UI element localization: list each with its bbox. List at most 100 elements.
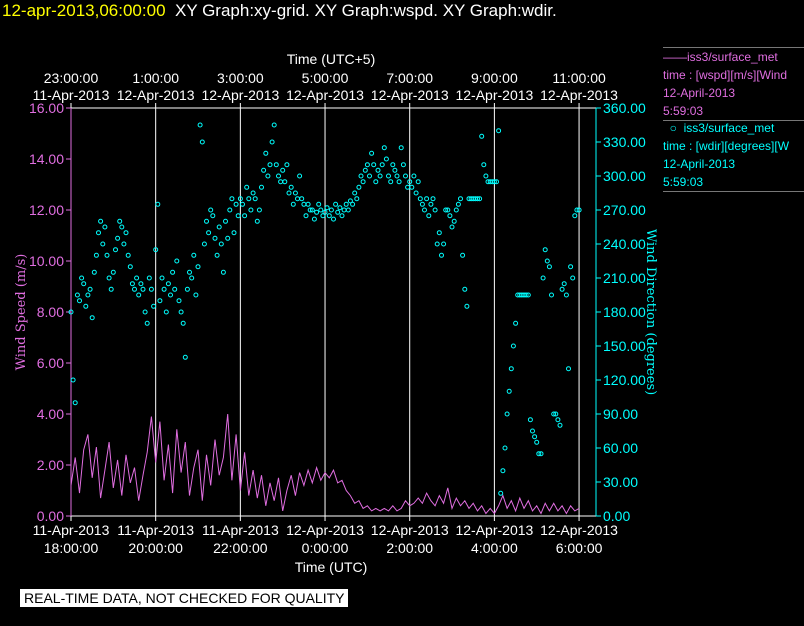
wdir-point xyxy=(335,209,341,215)
wdir-point xyxy=(451,218,457,224)
wdir-point xyxy=(286,190,292,196)
top-axis-label: Time (UTC+5) xyxy=(287,51,376,67)
wdir-point xyxy=(434,241,440,247)
wdir-point xyxy=(546,264,552,270)
wdir-point xyxy=(333,201,339,207)
quality-note: REAL-TIME DATA, NOT CHECKED FOR QUALITY xyxy=(20,589,349,607)
wdir-point xyxy=(392,167,398,173)
wdir-point xyxy=(574,207,580,213)
y-tick-label: 4.00 xyxy=(37,406,64,422)
x2-tick-date: 12-Apr-2013 xyxy=(540,87,618,103)
legend-wspd-name: iss3/surface_met xyxy=(687,50,778,64)
wdir-point xyxy=(542,247,548,253)
wdir-point xyxy=(305,201,311,207)
wdir-point xyxy=(168,292,173,298)
wdir-point xyxy=(195,264,201,270)
y-tick-label: 14.00 xyxy=(29,151,64,167)
wdir-point xyxy=(87,286,93,292)
wdir-point xyxy=(400,162,406,168)
wdir-point xyxy=(477,196,483,202)
legend-wdir-name: iss3/surface_met xyxy=(683,121,775,135)
wdir-point xyxy=(314,209,320,215)
wdir-point xyxy=(331,216,336,222)
x-tick-time: 2:00:00 xyxy=(386,540,433,556)
wdir-point xyxy=(85,292,91,298)
wdir-point xyxy=(309,207,315,213)
wdir-point xyxy=(153,247,159,253)
y-tick-label: 8.00 xyxy=(37,304,64,320)
wspd-series-line xyxy=(70,413,580,515)
wdir-point xyxy=(343,201,349,207)
wdir-point xyxy=(189,275,195,281)
wdir-point xyxy=(210,213,216,219)
wdir-point xyxy=(563,292,569,298)
wdir-point xyxy=(269,139,275,145)
wdir-point xyxy=(115,235,121,241)
wdir-point xyxy=(218,241,224,247)
plot-frame xyxy=(70,107,597,517)
wdir-point xyxy=(559,286,565,292)
wdir-point xyxy=(390,162,396,168)
x-tick-date: 11-Apr-2013 xyxy=(202,522,279,538)
wdir-point xyxy=(261,167,267,173)
wdir-point xyxy=(494,179,499,185)
wdir-point xyxy=(525,292,531,298)
wdir-point xyxy=(475,196,480,202)
x-tick-date: 11-Apr-2013 xyxy=(117,522,194,538)
wdir-point xyxy=(337,205,343,211)
wdir-point xyxy=(394,173,400,179)
wdir-point xyxy=(398,145,404,151)
legend-wspd-name-row: ——iss3/surface_met xyxy=(663,50,778,64)
wdir-point xyxy=(553,411,559,417)
x2-tick-time: 23:00:00 xyxy=(44,70,99,86)
grid xyxy=(155,108,580,516)
wdir-point xyxy=(358,173,364,179)
wdir-point xyxy=(134,275,140,281)
wdir-point xyxy=(140,286,146,292)
wdir-point xyxy=(79,275,85,281)
wdir-point xyxy=(77,298,82,304)
y2-tick-label: 150.00 xyxy=(603,338,646,354)
wdir-point xyxy=(93,252,99,258)
wdir-point xyxy=(568,264,574,270)
wdir-point xyxy=(350,201,356,207)
wdir-point xyxy=(229,196,235,202)
y2-tick-label: 180.00 xyxy=(603,304,646,320)
wdir-point xyxy=(89,315,95,321)
right-ticks: 0.00 30.00 60.00 90.00 120.00 150.00 180.00 210… xyxy=(596,100,646,524)
wdir-point xyxy=(81,281,87,287)
title-timestamp: 12-apr-2013,06:00:00 xyxy=(2,1,166,20)
wdir-point xyxy=(307,207,313,213)
legend-wdir-line1: time : [wdir][degrees][W xyxy=(663,139,790,153)
wdir-point xyxy=(157,298,163,304)
wdir-point xyxy=(295,196,300,202)
wdir-point xyxy=(235,213,241,219)
wdir-point xyxy=(201,241,207,247)
wdir-point xyxy=(449,224,455,230)
wdir-point xyxy=(373,179,379,185)
wdir-point xyxy=(439,252,444,258)
wdir-point xyxy=(113,247,118,253)
wdir-point xyxy=(159,275,165,281)
wdir-point xyxy=(206,230,212,236)
wdir-point xyxy=(371,162,377,168)
wdir-point xyxy=(242,213,248,219)
wdir-point xyxy=(430,196,436,202)
wdir-point xyxy=(352,190,358,196)
left-ticks: 0.00 2.00 4.00 6.00 8.00 10.00 12.00 14.00 16.00 xyxy=(29,100,71,524)
wdir-point xyxy=(297,173,303,179)
wdir-point xyxy=(540,275,546,281)
wdir-point xyxy=(225,235,231,241)
wdir-point xyxy=(155,201,161,207)
wdir-point xyxy=(170,269,176,275)
wdir-point xyxy=(557,422,563,428)
wdir-point xyxy=(320,213,326,219)
wdir-point xyxy=(246,196,252,202)
wdir-point xyxy=(244,184,250,190)
wdir-point xyxy=(204,218,209,224)
wdir-point xyxy=(481,162,487,168)
wdir-point xyxy=(549,292,554,298)
wdir-point xyxy=(441,241,447,247)
wdir-point xyxy=(523,292,529,298)
x-axis-label: Time (UTC) xyxy=(295,559,368,575)
